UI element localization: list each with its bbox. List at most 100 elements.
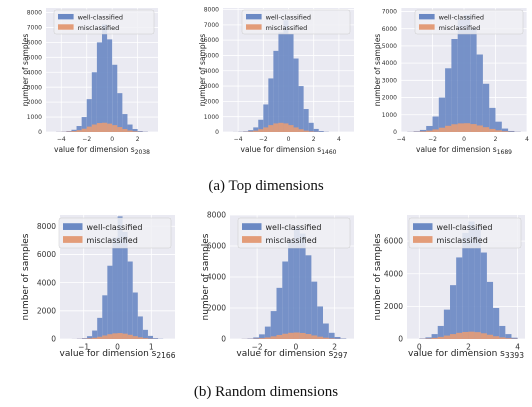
bar-well-classified bbox=[258, 119, 264, 132]
y-tick-label: 1000 bbox=[27, 114, 42, 121]
y-tick-label: 2000 bbox=[207, 304, 226, 313]
y-tick-label: 2000 bbox=[382, 95, 397, 102]
bar-well-classified bbox=[419, 129, 427, 132]
bar-well-classified bbox=[282, 261, 289, 339]
legend-swatch-well bbox=[246, 13, 262, 20]
legend-box bbox=[237, 217, 351, 249]
bar-well-classified bbox=[97, 317, 103, 339]
bar-well-classified bbox=[122, 231, 128, 339]
bar-well-classified bbox=[107, 39, 113, 133]
bar-well-classified bbox=[243, 131, 249, 132]
bar-misclassified bbox=[112, 125, 118, 132]
legend-swatch-mis bbox=[242, 236, 262, 243]
bar-misclassified bbox=[464, 123, 471, 132]
legend-box bbox=[414, 9, 524, 35]
bar-well-classified bbox=[253, 337, 260, 339]
x-tick-label: 2 bbox=[494, 136, 498, 143]
bar-well-classified bbox=[334, 336, 341, 339]
y-axis-label: number of samples bbox=[21, 233, 31, 320]
bar-misclassified bbox=[96, 123, 102, 132]
y-tick-label: 2000 bbox=[37, 306, 56, 315]
bar-well-classified bbox=[107, 265, 113, 339]
x-axis-label: value for dimension s1689 bbox=[416, 145, 512, 156]
bar-well-classified bbox=[486, 281, 494, 339]
bar-well-classified bbox=[508, 130, 515, 132]
legend-label-well: well-classified bbox=[437, 223, 493, 232]
bar-misclassified bbox=[86, 126, 92, 132]
bar-misclassified bbox=[323, 337, 329, 339]
bar-well-classified bbox=[147, 335, 154, 339]
bar-well-classified bbox=[264, 326, 271, 339]
bar-well-classified bbox=[480, 252, 487, 339]
bar-well-classified bbox=[71, 129, 77, 132]
bar-misclassified bbox=[293, 332, 300, 339]
bar-misclassified bbox=[278, 122, 284, 132]
x-tick-label: −2 bbox=[82, 136, 91, 143]
x-tick-label: 2 bbox=[466, 343, 471, 352]
bar-misclassified bbox=[450, 334, 457, 339]
y-tick-label: 0 bbox=[398, 335, 403, 344]
bar-misclassified bbox=[127, 130, 133, 132]
bar-well-classified bbox=[425, 337, 432, 339]
y-tick-label: 8000 bbox=[204, 7, 219, 14]
legend-swatch-mis bbox=[419, 24, 435, 30]
legend-label-well: well-classified bbox=[266, 223, 322, 232]
bar-well-classified bbox=[432, 116, 439, 132]
y-tick-label: 8000 bbox=[37, 222, 56, 231]
bar-misclassified bbox=[451, 124, 458, 132]
bar-misclassified bbox=[132, 131, 138, 132]
bar-misclassified bbox=[264, 337, 271, 339]
y-axis-label: number of samples bbox=[373, 34, 382, 107]
caption-random-dimensions: (b) Random dimensions bbox=[193, 384, 339, 400]
x-tick-label: −4 bbox=[57, 136, 66, 143]
bar-misclassified bbox=[87, 338, 93, 339]
legend-label-well: well-classified bbox=[87, 223, 143, 232]
bar-well-classified bbox=[308, 122, 314, 132]
bar-misclassified bbox=[468, 331, 475, 339]
bar-misclassified bbox=[268, 125, 274, 132]
bar-misclassified bbox=[437, 336, 444, 339]
bar-well-classified bbox=[102, 24, 108, 133]
x-tick-label: −2 bbox=[252, 343, 263, 352]
y-tick-label: 3000 bbox=[27, 84, 42, 91]
bar-misclassified bbox=[137, 337, 143, 339]
y-tick-label: 1000 bbox=[382, 112, 397, 119]
bar-well-classified bbox=[468, 221, 475, 339]
x-tick-label: −2 bbox=[259, 136, 268, 143]
legend-swatch-mis bbox=[63, 236, 83, 243]
bar-well-classified bbox=[263, 104, 269, 132]
bar-misclassified bbox=[431, 337, 438, 339]
bar-misclassified bbox=[122, 333, 128, 339]
legend-label-mis: misclassified bbox=[437, 236, 488, 245]
bar-well-classified bbox=[311, 281, 318, 339]
bar-misclassified bbox=[299, 332, 306, 339]
bar-well-classified bbox=[273, 50, 279, 132]
y-tick-label: 5000 bbox=[27, 54, 42, 61]
bar-well-classified bbox=[511, 337, 518, 339]
y-tick-label: 8000 bbox=[207, 211, 226, 220]
bar-well-classified bbox=[87, 336, 93, 339]
bar-misclassified bbox=[248, 131, 254, 132]
bar-well-classified bbox=[122, 114, 128, 132]
bar-misclassified bbox=[443, 335, 451, 339]
bar-well-classified bbox=[102, 295, 108, 339]
y-tick-label: 7000 bbox=[382, 9, 397, 16]
legend-swatch-well bbox=[413, 223, 433, 230]
bar-misclassified bbox=[288, 332, 294, 339]
legend-swatch-well bbox=[58, 13, 74, 20]
y-axis-label: number of samples bbox=[373, 233, 383, 320]
bar-well-classified bbox=[457, 20, 464, 132]
bar-well-classified bbox=[476, 54, 483, 132]
bar-well-classified bbox=[456, 257, 463, 339]
bar-misclassified bbox=[470, 124, 477, 132]
bar-misclassified bbox=[91, 124, 97, 132]
bar-misclassified bbox=[276, 334, 283, 339]
x-tick-label: 1 bbox=[149, 343, 154, 352]
bar-well-classified bbox=[482, 83, 490, 132]
bar-well-classified bbox=[127, 261, 133, 339]
bar-well-classified bbox=[288, 34, 294, 133]
bar-misclassified bbox=[308, 131, 314, 132]
